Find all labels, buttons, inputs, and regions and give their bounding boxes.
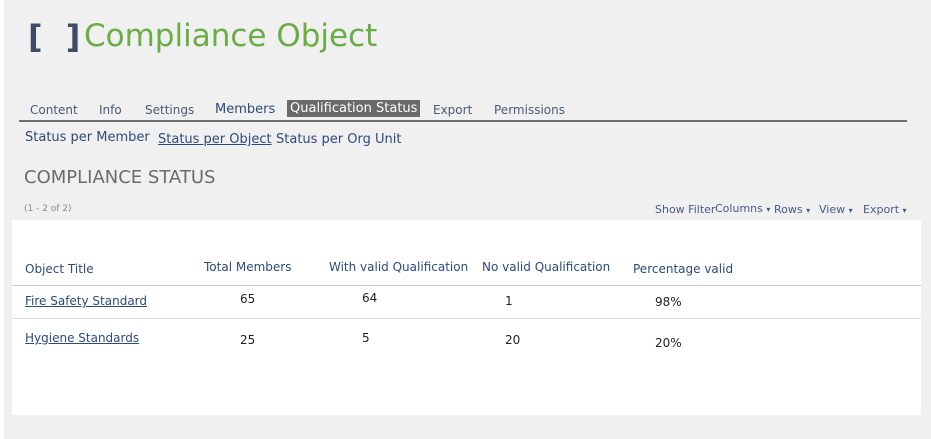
total-members: 65	[240, 292, 256, 306]
export-label: Export	[863, 203, 900, 216]
columns-label: Columns	[715, 202, 763, 215]
section-heading: COMPLIANCE STATUS	[24, 167, 216, 188]
page-title: Compliance Object	[84, 18, 378, 54]
tab-permissions[interactable]: Permissions	[494, 103, 565, 117]
result-count: (1 - 2 of 2)	[24, 204, 72, 214]
column-header-object-title[interactable]: Object Title	[25, 262, 94, 276]
with-valid: 5	[362, 331, 370, 345]
subtab-status-per-member[interactable]: Status per Member	[25, 130, 150, 145]
tab-settings[interactable]: Settings	[145, 103, 195, 117]
rows-label: Rows	[774, 203, 803, 216]
tab-qualification-status[interactable]: Qualification Status	[287, 100, 421, 117]
view-dropdown[interactable]: View ▾	[819, 203, 853, 216]
object-title-link[interactable]: Fire Safety Standard	[25, 294, 148, 308]
column-header-with-valid[interactable]: With valid Qualification	[329, 260, 469, 274]
tab-export[interactable]: Export	[433, 103, 473, 117]
tab-members[interactable]: Members	[215, 102, 276, 117]
page: [ ] Compliance Object Content Info Setti…	[4, 0, 931, 439]
export-dropdown[interactable]: Export ▾	[863, 203, 907, 216]
rows-dropdown[interactable]: Rows ▾	[774, 203, 810, 216]
table-row: Fire Safety Standard 65 64 1 98%	[12, 286, 921, 319]
object-title-link[interactable]: Hygiene Standards	[25, 331, 140, 345]
compliance-table: Object Title Total Members With valid Qu…	[12, 220, 921, 415]
table-header: Object Title Total Members With valid Qu…	[12, 258, 921, 286]
chevron-down-icon: ▾	[766, 205, 771, 214]
column-header-no-valid[interactable]: No valid Qualification	[482, 260, 611, 274]
no-valid: 20	[505, 333, 521, 347]
view-label: View	[819, 203, 846, 216]
tab-info[interactable]: Info	[99, 103, 122, 117]
chevron-down-icon: ▾	[902, 206, 907, 215]
brackets-icon: [ ]	[28, 18, 87, 56]
no-valid: 1	[505, 294, 513, 308]
subtab-status-per-org-unit[interactable]: Status per Org Unit	[276, 132, 402, 147]
total-members: 25	[240, 333, 256, 347]
with-valid: 64	[362, 291, 378, 305]
tab-content[interactable]: Content	[30, 103, 78, 117]
table-row: Hygiene Standards 25 5 20 20%	[12, 319, 921, 355]
column-header-total-members[interactable]: Total Members	[204, 260, 292, 274]
chevron-down-icon: ▾	[848, 206, 853, 215]
columns-dropdown[interactable]: Columns ▾	[715, 202, 770, 215]
subtab-status-per-object[interactable]: Status per Object	[158, 132, 272, 147]
tab-bar: Content Info Settings Members Qualificat…	[19, 100, 907, 122]
chevron-down-icon: ▾	[806, 206, 811, 215]
percentage-valid: 98%	[655, 295, 682, 309]
column-header-percentage-valid[interactable]: Percentage valid	[633, 262, 734, 276]
percentage-valid: 20%	[655, 336, 682, 350]
show-filter-button[interactable]: Show Filter	[655, 203, 716, 216]
